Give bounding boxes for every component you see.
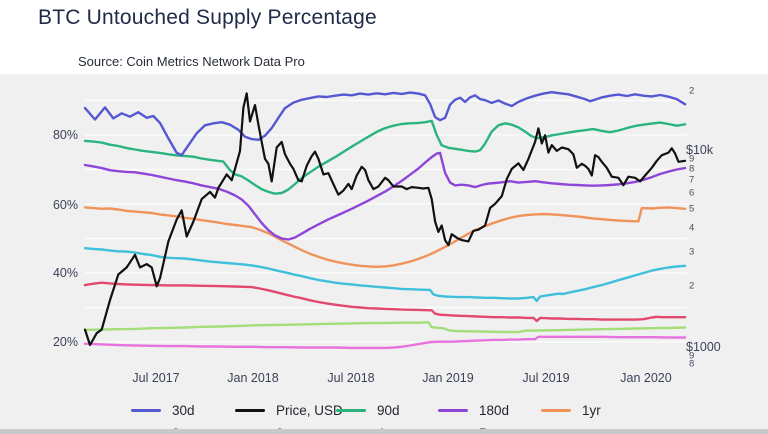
legend-item-180d[interactable]: 180d (438, 401, 509, 419)
series-line-90d (83, 119, 687, 195)
series-line-30d (83, 90, 687, 157)
legend-item-1yr[interactable]: 1yr (541, 401, 601, 419)
legend-swatch-icon (131, 408, 161, 412)
series-line-1yr (83, 206, 687, 268)
legend-item-90d[interactable]: 90d (336, 401, 400, 419)
y-axis-tick-60%: 60% (52, 198, 78, 212)
legend-row-1: 30d Price, USD 90d 180d 1yr (0, 401, 768, 421)
series-line-5y (83, 335, 687, 350)
y-axis-tick-40%: 40% (52, 266, 78, 280)
legend-label: 30d (172, 402, 195, 418)
price-axis-tick-8: 8 (689, 358, 695, 370)
series-line-2y (83, 246, 687, 303)
chart-title: BTC Untouched Supply Percentage (38, 6, 377, 29)
chart-source-note: Source: Coin Metrics Network Data Pro (78, 54, 305, 69)
x-axis-tick-jul-2017: Jul 2017 (132, 371, 180, 385)
legend-label: 90d (377, 402, 400, 418)
x-axis-tick-jan-2018: Jan 2018 (227, 371, 279, 385)
x-axis-tick-jan-2020: Jan 2020 (620, 371, 672, 385)
bottom-edge-bar (0, 429, 768, 434)
price-axis-tick-6: 6 (689, 187, 695, 199)
price-axis-tick-10k: $10k (686, 143, 714, 157)
legend-swatch-icon (235, 408, 265, 412)
legend-label: 1yr (582, 402, 601, 418)
legend-swatch-icon (336, 408, 366, 412)
price-axis-tick-2: 2 (689, 85, 695, 97)
legend-item-price-usd[interactable]: Price, USD (235, 401, 343, 419)
price-axis-tick-8: 8 (689, 163, 695, 175)
price-axis-tick-5: 5 (689, 203, 695, 215)
legend-label: 180d (479, 402, 510, 418)
price-axis-tick-9: 9 (689, 153, 695, 165)
price-axis-tick-4: 4 (689, 222, 695, 234)
series-line-4y (83, 321, 687, 334)
legend-swatch-icon (541, 408, 571, 412)
price-axis-tick-2: 2 (689, 280, 695, 292)
legend-label: Price, USD (276, 402, 343, 418)
legend-swatch-icon (438, 408, 468, 412)
y-axis-tick-20%: 20% (52, 335, 78, 349)
series-line-3y (83, 281, 687, 323)
x-axis-tick-jan-2019: Jan 2019 (422, 371, 474, 385)
price-axis-tick-7: 7 (689, 174, 695, 186)
price-axis-tick-3: 3 (689, 246, 695, 258)
price-axis-tick-1000: $1000 (686, 340, 721, 354)
x-axis-tick-jul-2019: Jul 2019 (522, 371, 570, 385)
legend-item-30d[interactable]: 30d (131, 401, 195, 419)
y-axis-tick-80%: 80% (52, 128, 78, 142)
series-line-price-usd (83, 92, 687, 347)
price-axis-tick-9: 9 (689, 350, 695, 362)
x-axis-tick-jul-2018: Jul 2018 (327, 371, 375, 385)
